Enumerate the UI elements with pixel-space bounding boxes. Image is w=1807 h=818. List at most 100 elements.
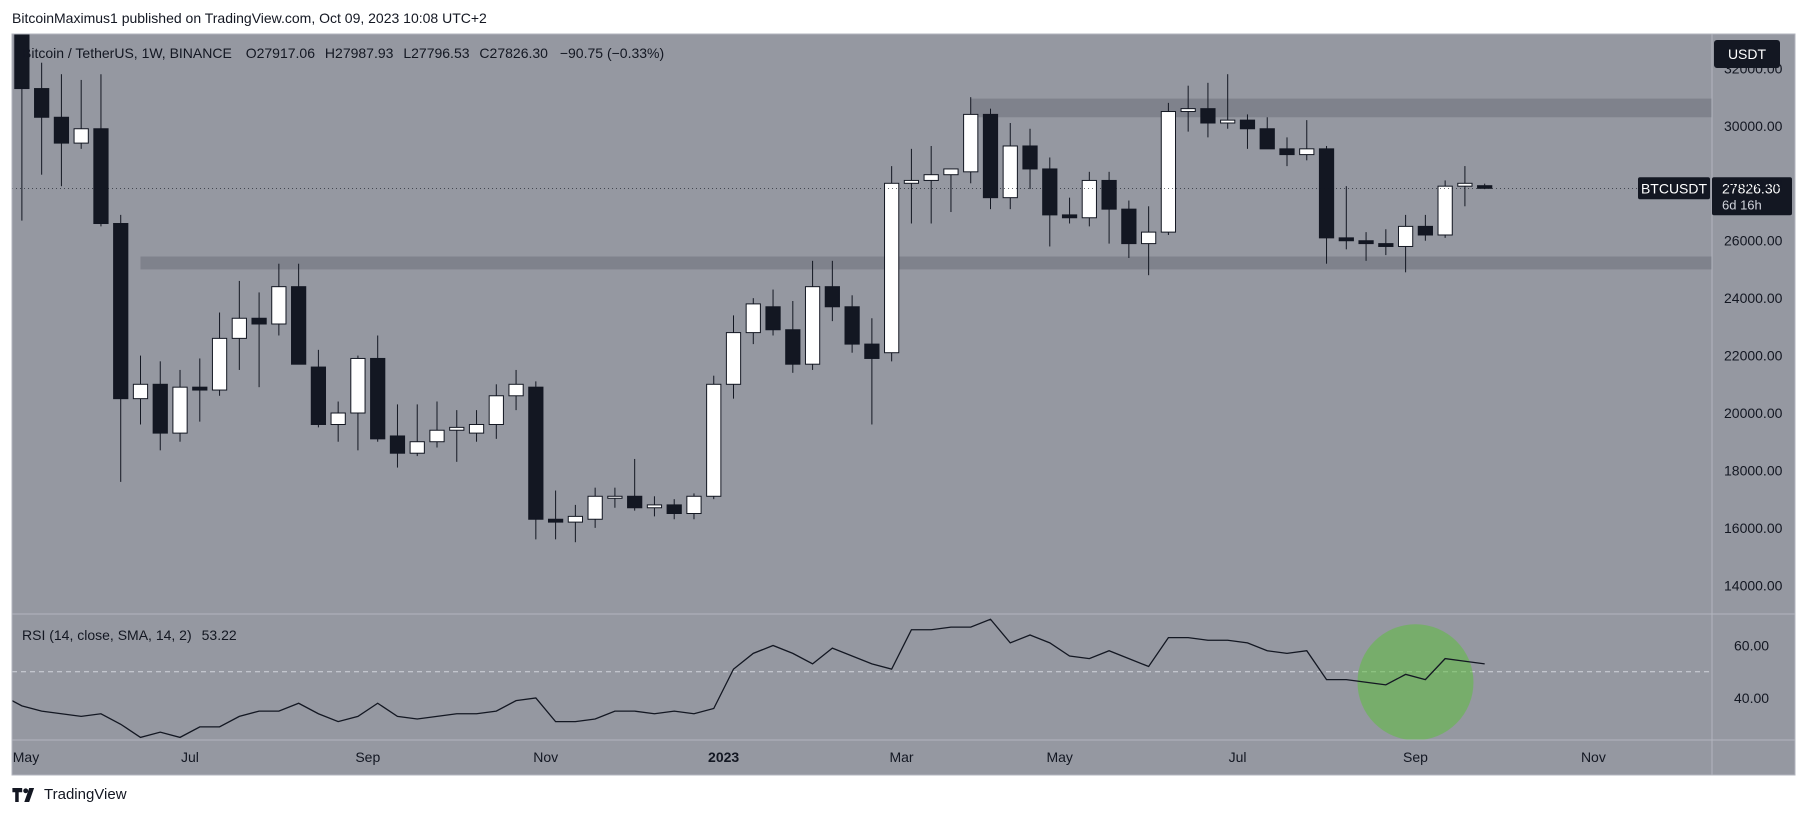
symbol-name: Bitcoin / TetherUS, 1W, BINANCE xyxy=(22,45,232,61)
candle-53 xyxy=(1061,197,1078,224)
candle-13 xyxy=(271,263,287,336)
candle-68 xyxy=(1358,232,1374,261)
candle-40 xyxy=(804,260,821,370)
candle-body xyxy=(1318,148,1335,239)
change-value: −90.75 (−0.33%) xyxy=(560,45,664,61)
price-pane-background xyxy=(12,34,1712,614)
candle-12 xyxy=(251,292,267,388)
candle-body xyxy=(1477,185,1493,189)
candle-36 xyxy=(725,315,742,399)
candle-body xyxy=(1279,148,1295,156)
candle-70 xyxy=(1397,214,1414,273)
candle-69 xyxy=(1378,229,1394,256)
candle-35 xyxy=(706,375,722,500)
time-tick-label-3: Nov xyxy=(533,749,558,765)
rsi-pane[interactable] xyxy=(2,614,1712,740)
candle-body xyxy=(1042,168,1058,216)
candle-18 xyxy=(370,335,386,442)
candle-body xyxy=(844,306,860,345)
candle-43 xyxy=(864,318,880,425)
candle-body xyxy=(1141,231,1157,245)
candle-body xyxy=(310,366,327,425)
candle-body xyxy=(706,383,722,497)
candle-10 xyxy=(211,312,228,396)
candle-body xyxy=(14,34,30,90)
symbol-tag-text: BTCUSDT xyxy=(1641,180,1708,196)
candle-61 xyxy=(1220,74,1236,129)
price-series xyxy=(14,34,1712,543)
candle-body xyxy=(725,332,742,385)
candle-11 xyxy=(231,280,247,370)
candle-body xyxy=(53,116,70,144)
candle-50 xyxy=(1002,123,1018,210)
candle-0 xyxy=(14,34,30,221)
rsi-highlight-circle xyxy=(1357,624,1474,740)
candle-24 xyxy=(488,384,504,439)
candle-body xyxy=(1259,128,1275,150)
candle-body xyxy=(409,441,425,454)
candle-body xyxy=(152,383,168,434)
candle-body xyxy=(1002,145,1018,199)
time-tick-label-5: Mar xyxy=(889,749,913,765)
rsi-series xyxy=(12,618,1712,740)
rsi-label: RSI (14, close, SMA, 14, 2) xyxy=(22,627,192,643)
candle-44 xyxy=(884,166,900,362)
low-value: 27796.53 xyxy=(411,45,470,61)
candle-body xyxy=(251,317,267,325)
candle-body xyxy=(488,395,504,425)
price-tick-label-5: 24000.00 xyxy=(1724,290,1783,306)
candle-body xyxy=(1338,237,1354,242)
candle-30 xyxy=(607,487,623,508)
price-tick-label-3: 20000.00 xyxy=(1724,405,1783,421)
candle-39 xyxy=(785,301,801,373)
candle-37 xyxy=(745,298,761,345)
candle-body xyxy=(389,435,406,454)
candle-4 xyxy=(93,74,109,227)
candle-body xyxy=(1081,179,1097,219)
candle-25 xyxy=(508,369,524,411)
candle-56 xyxy=(1121,200,1137,258)
candle-body xyxy=(1101,179,1117,210)
price-tick-label-1: 16000.00 xyxy=(1724,520,1783,536)
candle-33 xyxy=(666,499,682,520)
candle-49 xyxy=(982,108,999,210)
tradingview-logo-icon xyxy=(12,787,35,802)
horizontal-zone-1 xyxy=(970,98,1712,118)
rsi-tick-label-0: 40.00 xyxy=(1734,690,1769,706)
currency-label: USDT xyxy=(1728,46,1767,62)
candle-47 xyxy=(943,168,959,213)
candle-body xyxy=(449,426,465,431)
high-label: H xyxy=(325,45,335,61)
candle-67 xyxy=(1338,186,1354,250)
candle-14 xyxy=(291,263,307,365)
candle-body xyxy=(785,329,801,365)
candle-body xyxy=(923,174,939,181)
close-value: 27826.30 xyxy=(490,45,549,61)
candle-21 xyxy=(429,401,445,448)
candle-body xyxy=(429,429,445,443)
price-pane[interactable] xyxy=(12,0,1712,614)
candle-20 xyxy=(409,404,425,457)
candle-48 xyxy=(963,97,979,184)
candle-body xyxy=(1160,111,1177,233)
candle-41 xyxy=(824,260,840,322)
candle-59 xyxy=(1180,85,1196,132)
time-tick-label-6: May xyxy=(1046,749,1072,765)
candle-body xyxy=(1061,214,1078,219)
candle-66 xyxy=(1318,145,1335,264)
rsi-value: 53.22 xyxy=(202,627,237,643)
candle-body xyxy=(350,357,366,414)
time-axis-background xyxy=(12,740,1712,775)
rsi-line xyxy=(12,618,1485,739)
candle-57 xyxy=(1141,206,1157,276)
candle-body xyxy=(686,495,702,515)
price-tag xyxy=(1712,177,1792,216)
candle-46 xyxy=(923,145,939,224)
candle-body xyxy=(607,495,623,499)
currency-badge[interactable]: USDT xyxy=(1714,40,1780,68)
candle-body xyxy=(1437,185,1453,236)
chart-frame xyxy=(11,33,1796,776)
candle-1 xyxy=(34,62,50,175)
price-tick-label-6: 26000.00 xyxy=(1724,233,1783,249)
horizontal-zone-0 xyxy=(140,256,1712,270)
